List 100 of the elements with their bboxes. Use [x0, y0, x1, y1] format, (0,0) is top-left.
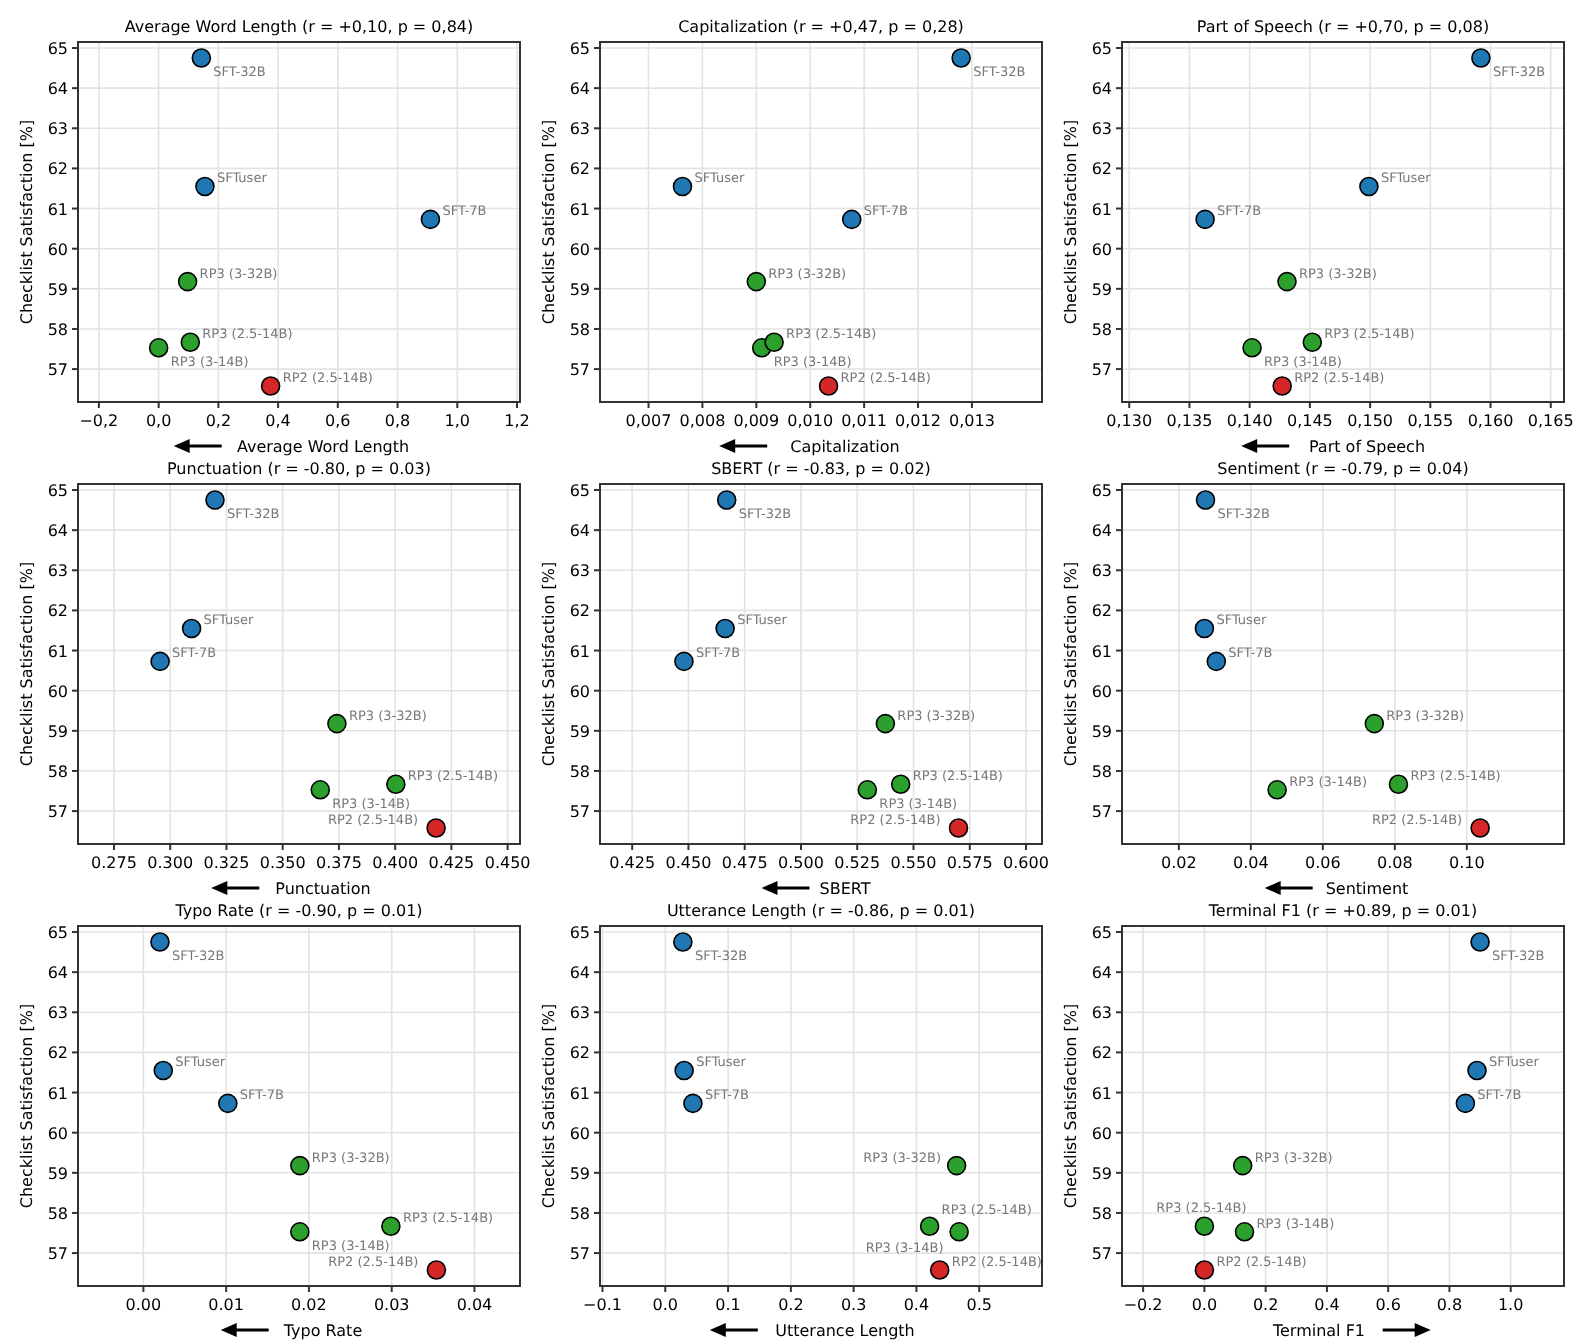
- point: [1195, 209, 1215, 230]
- point: [674, 1060, 694, 1081]
- point: [857, 780, 878, 800]
- y-tick-label: 58: [569, 762, 590, 781]
- chart-title: Part of Speech (r = +0,70, p = 0,08): [1196, 18, 1490, 36]
- y-axis-title: Checklist Satisfaction [%]: [1062, 1003, 1080, 1209]
- chart-title: Sentiment (r = -0.79, p = 0.04): [1217, 460, 1469, 478]
- point: [875, 713, 896, 734]
- point: [150, 651, 170, 672]
- y-tick-label: 59: [1091, 722, 1112, 741]
- point: [1388, 774, 1409, 794]
- point: [310, 780, 331, 800]
- x-tick-label: 0,011: [841, 412, 888, 430]
- y-tick-label: 59: [569, 722, 590, 741]
- y-axis-title: Checklist Satisfaction [%]: [540, 119, 558, 325]
- x-tick-label: 0.425: [609, 854, 656, 872]
- x-tick-label: 0.10: [1449, 854, 1485, 872]
- chart-title: Utterance Length (r = -0.86, p = 0.01): [666, 902, 976, 920]
- y-tick-label: 61: [569, 1084, 590, 1103]
- y-tick-label: 61: [569, 200, 590, 219]
- y-tick-label: 58: [569, 1204, 590, 1223]
- point: [177, 271, 198, 292]
- point: [1359, 176, 1379, 197]
- y-axis-title: Checklist Satisfaction [%]: [18, 119, 36, 325]
- point: [672, 176, 693, 197]
- y-tick-label: 57: [47, 1245, 68, 1264]
- y-tick-label: 62: [1091, 602, 1112, 621]
- point: [191, 48, 212, 68]
- point: [841, 209, 862, 230]
- y-tick-label: 59: [47, 280, 68, 299]
- x-tick-label: 0,007: [625, 412, 672, 430]
- y-tick-label: 58: [1091, 320, 1112, 339]
- x-axis-title: Terminal F1: [1270, 1322, 1366, 1340]
- y-tick-label: 61: [47, 1084, 68, 1103]
- y-tick-label: 64: [1091, 80, 1112, 99]
- y-tick-label: 61: [1091, 642, 1112, 661]
- x-tick-label: 0,135: [1166, 412, 1213, 430]
- y-tick-label: 63: [47, 1004, 68, 1023]
- point: [946, 1155, 967, 1176]
- x-tick-label: 0,140: [1226, 412, 1273, 430]
- y-tick-label: 65: [47, 40, 68, 59]
- x-axis-title: Average Word Length: [236, 438, 410, 456]
- x-tick-label: 0,165: [1527, 412, 1574, 430]
- x-tick-label: 0.1: [715, 1296, 741, 1314]
- y-tick-label: 64: [569, 80, 590, 99]
- point: [715, 618, 735, 639]
- y-tick-label: 60: [569, 1124, 590, 1143]
- y-tick-label: 65: [47, 924, 68, 943]
- chart-title: Average Word Length (r = +0,10, p = 0,84): [124, 18, 474, 36]
- x-tick-label: 0.4: [1314, 1296, 1340, 1314]
- y-tick-label: 58: [47, 762, 68, 781]
- point: [674, 651, 694, 672]
- point: [1234, 1222, 1255, 1242]
- point: [180, 332, 201, 352]
- x-tick-label: 0,010: [787, 412, 834, 430]
- y-tick-label: 59: [569, 1164, 590, 1183]
- y-tick-label: 64: [47, 522, 68, 541]
- x-tick-label: 0,009: [733, 412, 780, 430]
- chart-title: Typo Rate (r = -0.90, p = 0.01): [173, 902, 423, 920]
- point: [153, 1060, 174, 1081]
- point: [919, 1216, 940, 1236]
- x-tick-label: 0.575: [946, 854, 993, 872]
- y-tick-label: 62: [1091, 160, 1112, 179]
- point: [1195, 490, 1216, 510]
- x-tick-label: 0.425: [428, 854, 475, 872]
- y-tick-label: 63: [1091, 1004, 1112, 1023]
- y-tick-label: 64: [569, 522, 590, 541]
- x-axis-title: Punctuation: [275, 880, 371, 898]
- y-tick-label: 57: [1091, 1245, 1112, 1264]
- y-tick-label: 58: [1091, 762, 1112, 781]
- x-tick-label: 0.550: [890, 854, 937, 872]
- x-tick-label: −0.1: [583, 1296, 622, 1314]
- y-tick-label: 61: [569, 642, 590, 661]
- y-tick-label: 59: [1091, 280, 1112, 299]
- x-axis-title: SBERT: [819, 880, 871, 898]
- y-tick-label: 65: [1091, 482, 1112, 501]
- y-tick-label: 62: [1091, 1044, 1112, 1063]
- chart-title: Terminal F1 (r = +0.89, p = 0.01): [1206, 902, 1478, 920]
- y-tick-label: 65: [1091, 924, 1112, 943]
- x-tick-label: 1,2: [504, 412, 530, 430]
- y-tick-label: 58: [47, 1204, 68, 1223]
- x-tick-label: 0.2: [778, 1296, 804, 1314]
- point: [1232, 1155, 1253, 1176]
- point: [426, 1260, 447, 1280]
- x-tick-label: 0.02: [1161, 854, 1197, 872]
- y-tick-label: 61: [47, 642, 68, 661]
- x-tick-label: 0.3: [840, 1296, 867, 1314]
- y-tick-label: 57: [47, 803, 68, 822]
- point: [1471, 48, 1491, 68]
- y-tick-label: 61: [1091, 200, 1112, 219]
- x-tick-label: 0.325: [203, 854, 250, 872]
- x-tick-label: 0.0: [652, 1296, 679, 1314]
- y-tick-label: 59: [569, 280, 590, 299]
- y-tick-label: 59: [47, 722, 68, 741]
- point: [951, 48, 971, 68]
- point: [1267, 780, 1287, 800]
- x-tick-label: 0.400: [372, 854, 419, 872]
- y-tick-label: 60: [1091, 1124, 1112, 1143]
- y-tick-label: 57: [47, 361, 68, 380]
- x-tick-label: 0.06: [1305, 854, 1341, 872]
